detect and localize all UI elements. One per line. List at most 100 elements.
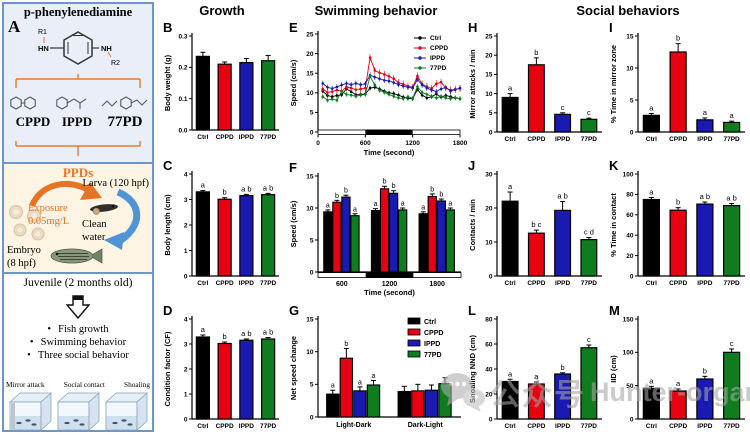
sig-letter: a <box>374 201 378 208</box>
data-point-77PD <box>387 93 391 96</box>
x-category-label: IPPD <box>697 280 712 287</box>
sig-letter: a <box>326 202 330 209</box>
y-tick-label: 50 <box>626 383 634 390</box>
y-tick-label: 0 <box>310 129 314 136</box>
bar-CPPD <box>411 390 425 418</box>
legend-marker <box>418 66 422 70</box>
panel-letter-a: A <box>8 17 21 36</box>
ppds-label: PPDs <box>62 165 94 180</box>
y-tick-label: 60 <box>485 341 493 348</box>
data-point-CPPD <box>345 85 348 89</box>
sig-letter: b <box>676 34 680 43</box>
x-category-label: Ctrl <box>197 280 208 287</box>
bar-IPPD <box>341 196 351 273</box>
y-tick-label: 0.1 <box>178 96 187 103</box>
data-point-IPPD <box>449 89 452 93</box>
clean-water-arrow <box>116 188 141 245</box>
x-category-label: Ctrl <box>646 280 657 287</box>
data-point-IPPD <box>411 86 414 90</box>
sig-letter: a <box>649 103 654 112</box>
dark-period-band <box>365 272 414 278</box>
y-axis-label: Speed (cm/s) <box>289 200 298 247</box>
legend-label: Ctrl <box>424 319 436 326</box>
y-tick-label: 1 <box>184 248 188 255</box>
sig-letter: a <box>331 383 335 390</box>
bar-IPPD <box>436 200 446 273</box>
adult-zebrafish <box>50 248 103 264</box>
y-tick-label: 60 <box>626 212 634 219</box>
data-point-IPPD <box>330 87 334 90</box>
data-point-CPPD <box>335 88 339 92</box>
x-category-label: Ctrl <box>197 423 208 430</box>
x-category-label: Ctrl <box>646 136 657 143</box>
data-point-CPPD <box>326 91 329 94</box>
data-point-77PD <box>411 96 414 100</box>
exposure-arrowhead <box>80 182 102 200</box>
sig-letter: a <box>421 204 425 211</box>
assay-tanks-row <box>4 390 152 432</box>
x-category-label: 77PD <box>581 423 598 430</box>
assay-labels-row: Mirror attack Social contact Shoaling <box>4 380 152 389</box>
tank-water <box>106 416 136 430</box>
data-point-IPPD <box>453 88 457 91</box>
bar-Ctrl <box>195 336 210 420</box>
sig-letter: a <box>372 373 376 380</box>
data-point-77PD <box>359 93 362 97</box>
y-tick-label: 5 <box>489 110 493 117</box>
data-point-77PD <box>321 95 325 99</box>
data-point-IPPD <box>340 83 343 87</box>
data-point-Ctrl <box>397 93 400 97</box>
x-category-label: Ctrl <box>646 423 657 430</box>
y-axis-label: Body weight (g) <box>163 54 172 111</box>
x-tick-label: 1800 <box>453 140 468 147</box>
bar-Ctrl <box>195 55 210 131</box>
y-tick-label: 80 <box>626 192 634 199</box>
bar-77PD <box>438 383 452 418</box>
data-point-Ctrl <box>444 94 448 97</box>
y-tick-label: 10 <box>626 65 634 72</box>
water-word: water <box>82 231 106 243</box>
bullet-dot-icon: • <box>47 324 52 335</box>
sig-letter: b <box>223 188 227 197</box>
y-tick-label: 4 <box>184 316 188 323</box>
data-point-IPPD <box>326 86 329 89</box>
panel-letter: G <box>289 303 299 318</box>
chart-body-length: C 0 1 2 3 4 Body length (cm) a Ctrl b CPPD a b IPPD a… <box>163 158 279 287</box>
data-point-IPPD <box>458 86 462 90</box>
compound-class-title: p-phenylenediamine <box>23 5 133 19</box>
y-tick-label: 0 <box>630 273 634 280</box>
y-axis-label: IID (cm) <box>609 355 618 383</box>
x-category-label: 77PD <box>723 136 740 143</box>
data-point-77PD <box>354 95 358 98</box>
data-point-IPPD <box>354 82 358 85</box>
sig-letter: a <box>649 187 654 196</box>
data-point-IPPD <box>416 78 419 81</box>
data-point-CPPD <box>416 74 419 78</box>
data-point-IPPD <box>392 81 396 84</box>
panel-letter: I <box>609 20 613 35</box>
y-tick-label: 5 <box>310 110 314 117</box>
bar-CPPD <box>427 195 437 273</box>
data-point-77PD <box>330 97 334 101</box>
data-point-77PD <box>340 89 343 93</box>
y-tick-label: 20 <box>485 205 493 212</box>
dark-period-band <box>365 129 413 135</box>
tiny-fish <box>78 423 85 426</box>
tiny-fish <box>111 421 118 425</box>
data-point-77PD <box>335 98 339 102</box>
y-axis-label: Mirror attacks / min <box>468 49 477 119</box>
sig-letter: c <box>587 108 591 117</box>
brace-to-exposure <box>15 141 141 156</box>
data-point-IPPD <box>397 83 400 86</box>
sig-letter: c <box>587 335 591 344</box>
y-tick-label: 40 <box>626 233 634 240</box>
data-point-77PD <box>444 96 448 100</box>
chart-body-weight: B 0.0 0.1 0.2 0.3 Body weight (g) Ctrl CPPD IPPD… <box>163 20 279 141</box>
clean-water-label: Clean water <box>82 219 107 244</box>
section-title-swimming: Swimming behavior <box>314 3 438 18</box>
section-title-social: Social behaviors <box>576 3 680 18</box>
bullet-label: Swimming behavior <box>40 337 127 348</box>
legend-marker <box>418 56 422 60</box>
sig-letter: a <box>201 181 206 190</box>
